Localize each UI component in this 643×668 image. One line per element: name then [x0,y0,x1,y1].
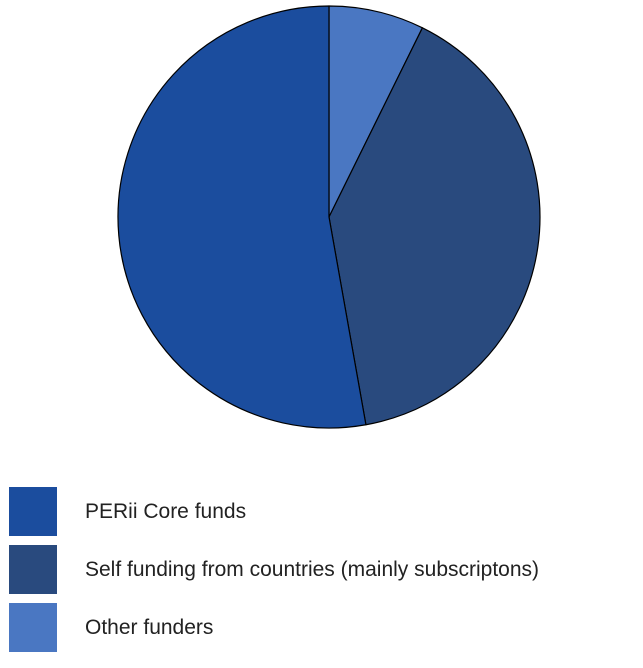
legend-item: Self funding from countries (mainly subs… [9,545,643,594]
pie-slice [328,27,541,426]
legend-item: Other funders [9,603,643,652]
legend-swatch [9,545,57,594]
legend-item: PERii Core funds [9,487,643,536]
legend-label: PERii Core funds [85,499,247,523]
legend-swatch [9,603,57,652]
pie-chart [117,5,541,429]
legend-label: Self funding from countries (mainly subs… [85,557,540,581]
legend-swatch [9,487,57,536]
pie-slice [117,5,367,429]
legend-label: Other funders [85,615,214,639]
legend: PERii Core funds Self funding from count… [9,487,643,661]
